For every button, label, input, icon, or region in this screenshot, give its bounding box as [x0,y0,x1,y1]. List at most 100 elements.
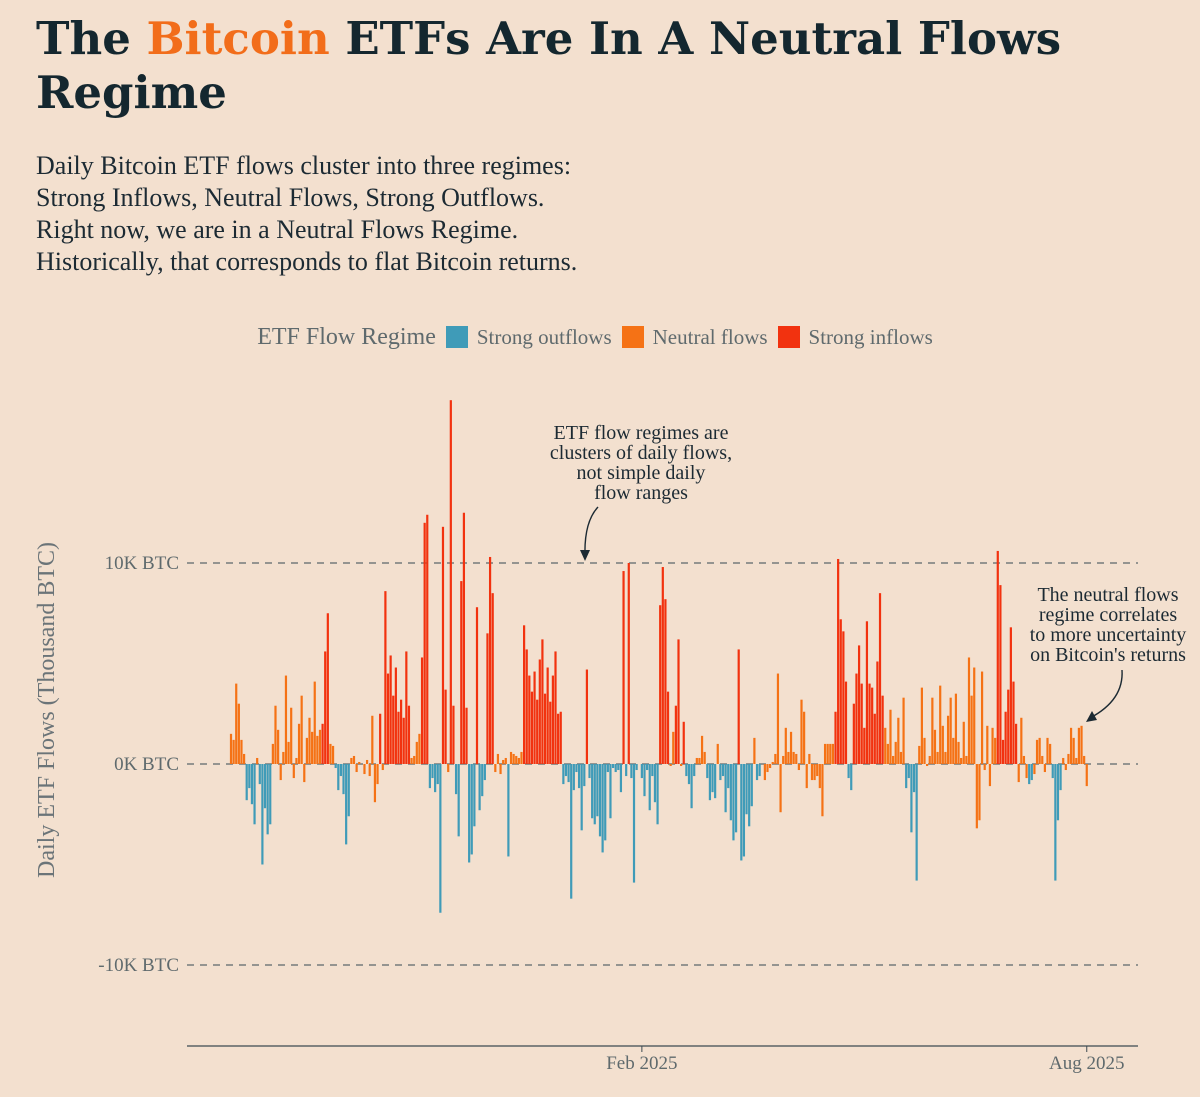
flow-bar [290,707,293,764]
flow-bar [693,764,696,777]
flow-bar [394,667,397,764]
annotation-neutral-line: The neutral flows [1037,584,1178,606]
flow-bar [944,751,947,764]
flow-bar [523,625,526,764]
flow-bar [803,711,806,764]
flow-bar [666,691,670,764]
flow-bar [706,764,709,779]
flow-bar [415,741,418,764]
chart-bars [229,400,1088,913]
flow-bar [248,764,251,789]
title-prefix: The [36,12,147,65]
flow-bar [452,705,455,764]
flow-bar [308,717,311,764]
flow-bar [481,764,484,797]
flow-bar [894,741,897,764]
flow-bar [800,699,803,764]
flow-bar [842,631,845,764]
flow-bar [237,703,240,764]
flow-bar [256,757,259,764]
flow-bar [1012,681,1015,764]
flow-bar [784,727,787,764]
flow-bar [400,699,403,764]
flow-bar [491,593,494,764]
flow-bar [449,400,452,764]
flow-bar [774,753,777,764]
flow-bar [554,651,557,764]
flow-bar [530,691,534,764]
flow-bar [999,585,1002,764]
flow-bar [292,764,295,779]
flow-bar [1083,755,1086,764]
flow-bar [454,764,458,795]
flow-bar [973,667,976,764]
flow-bar [1054,764,1057,881]
flow-bar [881,695,884,764]
flow-bar [1075,757,1078,764]
flow-bar [980,671,984,764]
flow-bar [1056,764,1060,821]
flow-bar [640,764,643,779]
flow-bar [732,764,735,841]
flow-bar [844,681,848,764]
legend-item-strong-inflows: Strong inflows [777,325,933,350]
flow-bar [625,764,628,777]
flow-bar [229,733,233,764]
flow-bar [355,764,358,773]
flow-bar [960,757,963,764]
flow-bar [253,764,256,825]
flow-bar [1049,743,1052,764]
flow-bar [426,514,429,764]
flow-bar [439,764,442,913]
annotation-neutral-arrowhead [1086,711,1097,722]
flow-bar [486,633,489,764]
flow-bar [860,683,863,764]
flow-bar [734,764,738,833]
flow-bar [737,649,740,764]
flow-bar [345,764,348,845]
flow-bar [792,751,795,764]
flow-bar [1064,764,1067,771]
flow-bar [533,671,536,764]
flow-bar [729,764,732,821]
flow-bar [721,764,725,777]
annotation-regimes: ETF flow regimes are clusters of daily f… [550,422,732,561]
flow-bar [339,764,343,777]
flow-bar [949,697,952,764]
flow-bar [695,757,698,764]
flow-bar [460,581,463,764]
flow-bar [748,764,751,827]
flow-bar [470,764,473,855]
flow-bar [1022,755,1026,764]
flow-bar [588,764,591,779]
flow-bar [465,707,468,764]
flow-bar [674,705,677,764]
flow-bar [324,651,327,764]
flow-bar [986,725,989,764]
flow-bar [928,755,931,764]
flow-bar [245,764,248,801]
flow-bar [727,764,730,789]
flow-bar [745,764,748,815]
flow-bar [939,685,942,764]
flow-bar [397,711,400,764]
flow-bar [365,759,369,764]
flow-bar [242,753,246,764]
annotation-neutral-arrow [1089,669,1123,719]
flow-bar [687,764,691,785]
flow-bar [381,764,384,771]
flow-bar [1062,757,1065,764]
flow-bar [920,687,923,764]
flow-bar [988,764,992,787]
title-accent: Bitcoin [146,12,330,65]
x-tick-label: Feb 2025 [606,1053,677,1074]
flow-bar [831,743,835,764]
flow-bar [284,675,288,764]
flow-bar [902,697,905,764]
legend-swatch-strong-inflows [777,326,800,348]
flow-bar [1080,725,1083,764]
flow-bar [342,764,345,795]
flow-bar [763,764,766,781]
flow-bar [279,764,282,781]
